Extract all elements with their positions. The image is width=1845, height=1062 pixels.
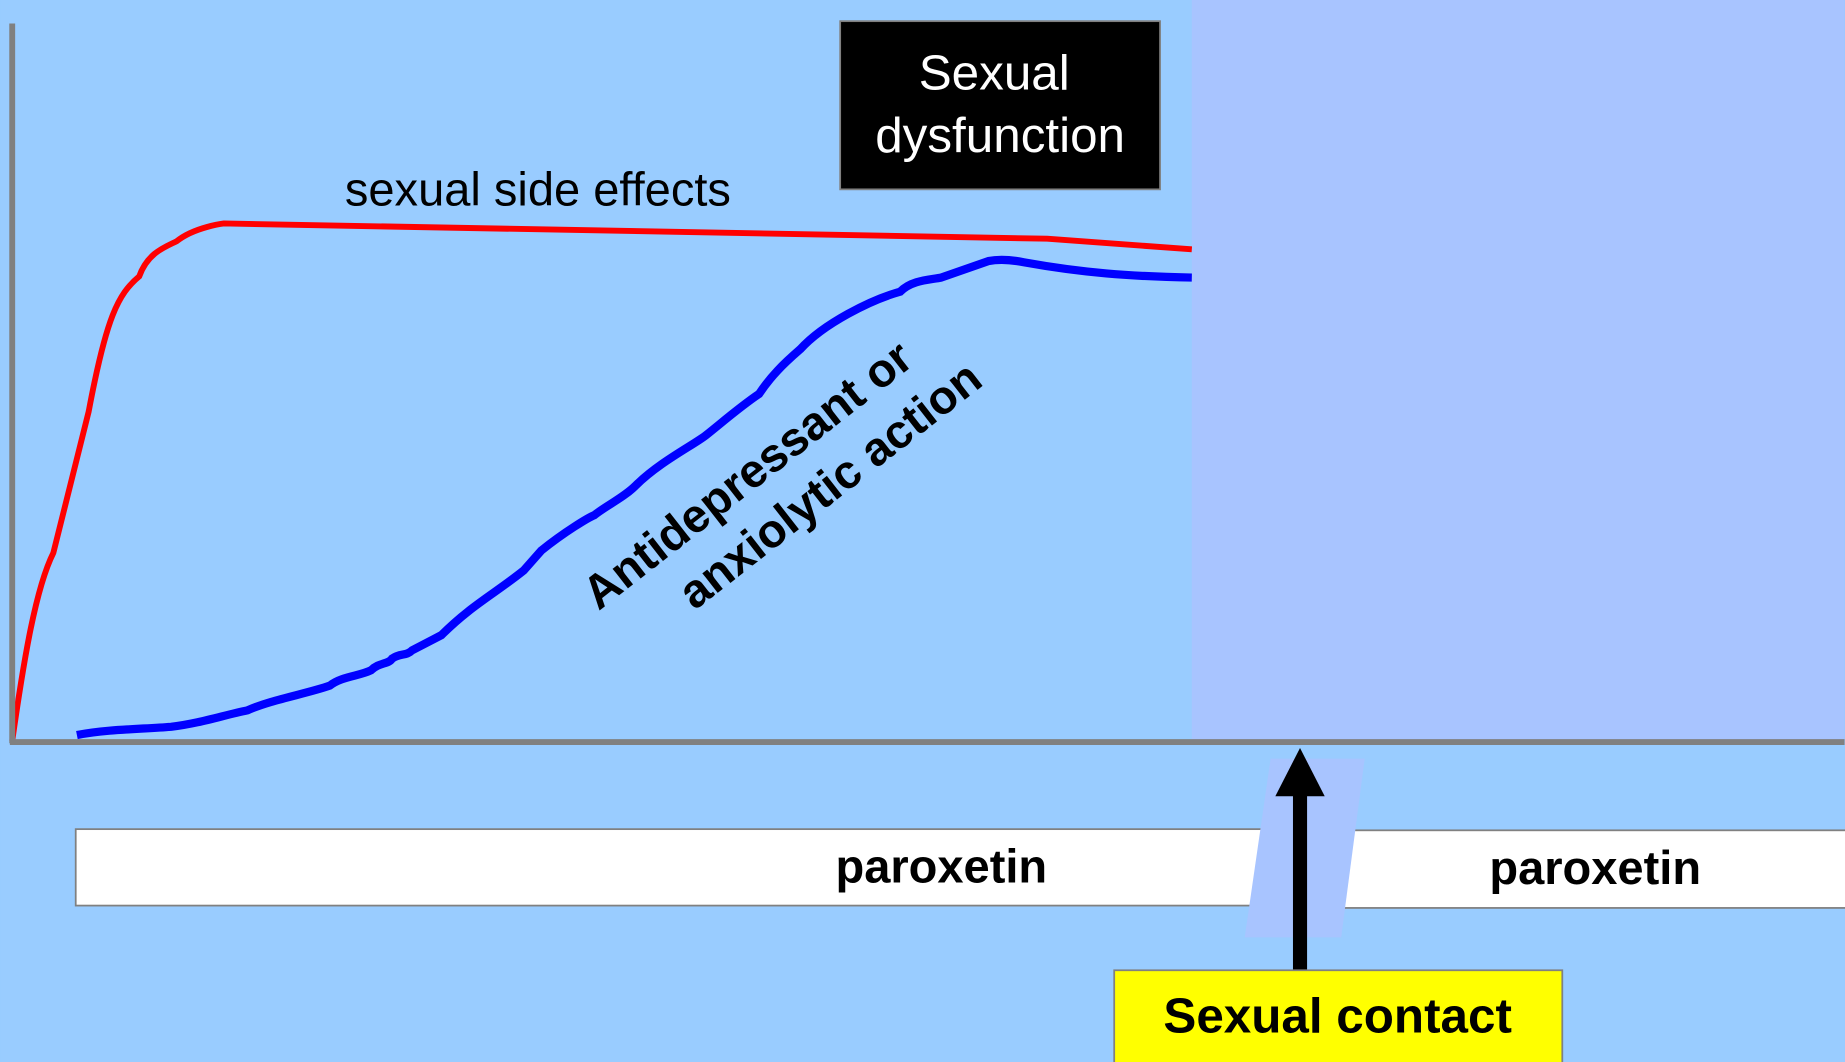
box-line: dysfunction [875, 108, 1125, 163]
box-line: Sexual [919, 45, 1070, 100]
event-box [1113, 969, 1564, 1062]
curve-label: sexual side effects [345, 162, 731, 215]
dysfunction-box [839, 20, 1161, 191]
drug-bar [74, 828, 1265, 907]
arrow-head [1275, 747, 1325, 797]
drug-bar [1340, 829, 1845, 909]
drug-label: paroxetin [835, 840, 1047, 893]
drug-label: paroxetin [1489, 841, 1701, 894]
action-curve [76, 255, 1192, 740]
event-label: Sexual contact [1163, 989, 1512, 1044]
side-effects-curve [9, 220, 1193, 742]
shaded-region [1191, 0, 1845, 741]
